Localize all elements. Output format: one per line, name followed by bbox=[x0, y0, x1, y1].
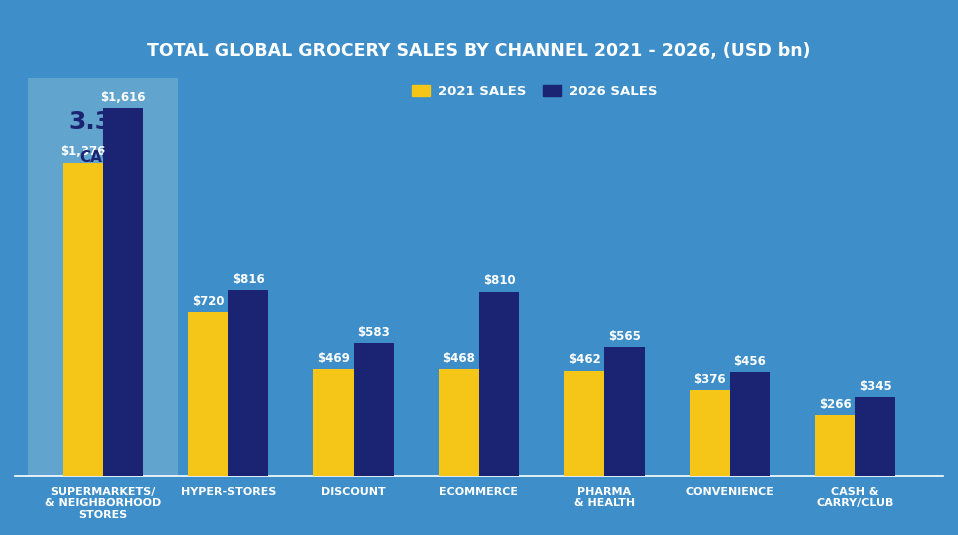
Text: $1,376: $1,376 bbox=[60, 146, 105, 158]
Bar bbox=[103, 109, 143, 476]
Bar bbox=[228, 291, 268, 476]
Text: $469: $469 bbox=[317, 351, 350, 364]
Text: $720: $720 bbox=[192, 294, 224, 308]
Bar bbox=[188, 312, 228, 476]
Legend: 2021 SALES, 2026 SALES: 2021 SALES, 2026 SALES bbox=[412, 85, 657, 98]
Text: $345: $345 bbox=[859, 380, 892, 393]
Text: $583: $583 bbox=[357, 326, 390, 339]
Bar bbox=[62, 163, 103, 476]
Text: $266: $266 bbox=[819, 398, 852, 411]
Bar bbox=[479, 292, 519, 476]
Bar bbox=[815, 415, 855, 476]
Bar bbox=[855, 398, 896, 476]
Bar bbox=[28, 78, 178, 476]
Text: $468: $468 bbox=[443, 352, 475, 365]
Text: 3.3%: 3.3% bbox=[68, 110, 137, 134]
Bar bbox=[690, 390, 730, 476]
Bar bbox=[604, 347, 645, 476]
Text: $376: $376 bbox=[694, 373, 726, 386]
Text: $810: $810 bbox=[483, 274, 515, 287]
Text: $1,616: $1,616 bbox=[100, 91, 146, 104]
Text: $456: $456 bbox=[734, 355, 766, 368]
Text: $565: $565 bbox=[608, 330, 641, 343]
Title: TOTAL GLOBAL GROCERY SALES BY CHANNEL 2021 - 2026, (USD bn): TOTAL GLOBAL GROCERY SALES BY CHANNEL 20… bbox=[148, 42, 810, 60]
Text: CAGR: CAGR bbox=[80, 150, 126, 165]
Text: $816: $816 bbox=[232, 273, 264, 286]
Bar bbox=[313, 369, 354, 476]
Bar bbox=[354, 343, 394, 476]
Bar bbox=[439, 369, 479, 476]
Bar bbox=[730, 372, 770, 476]
Bar bbox=[564, 371, 604, 476]
Text: $462: $462 bbox=[568, 353, 601, 366]
